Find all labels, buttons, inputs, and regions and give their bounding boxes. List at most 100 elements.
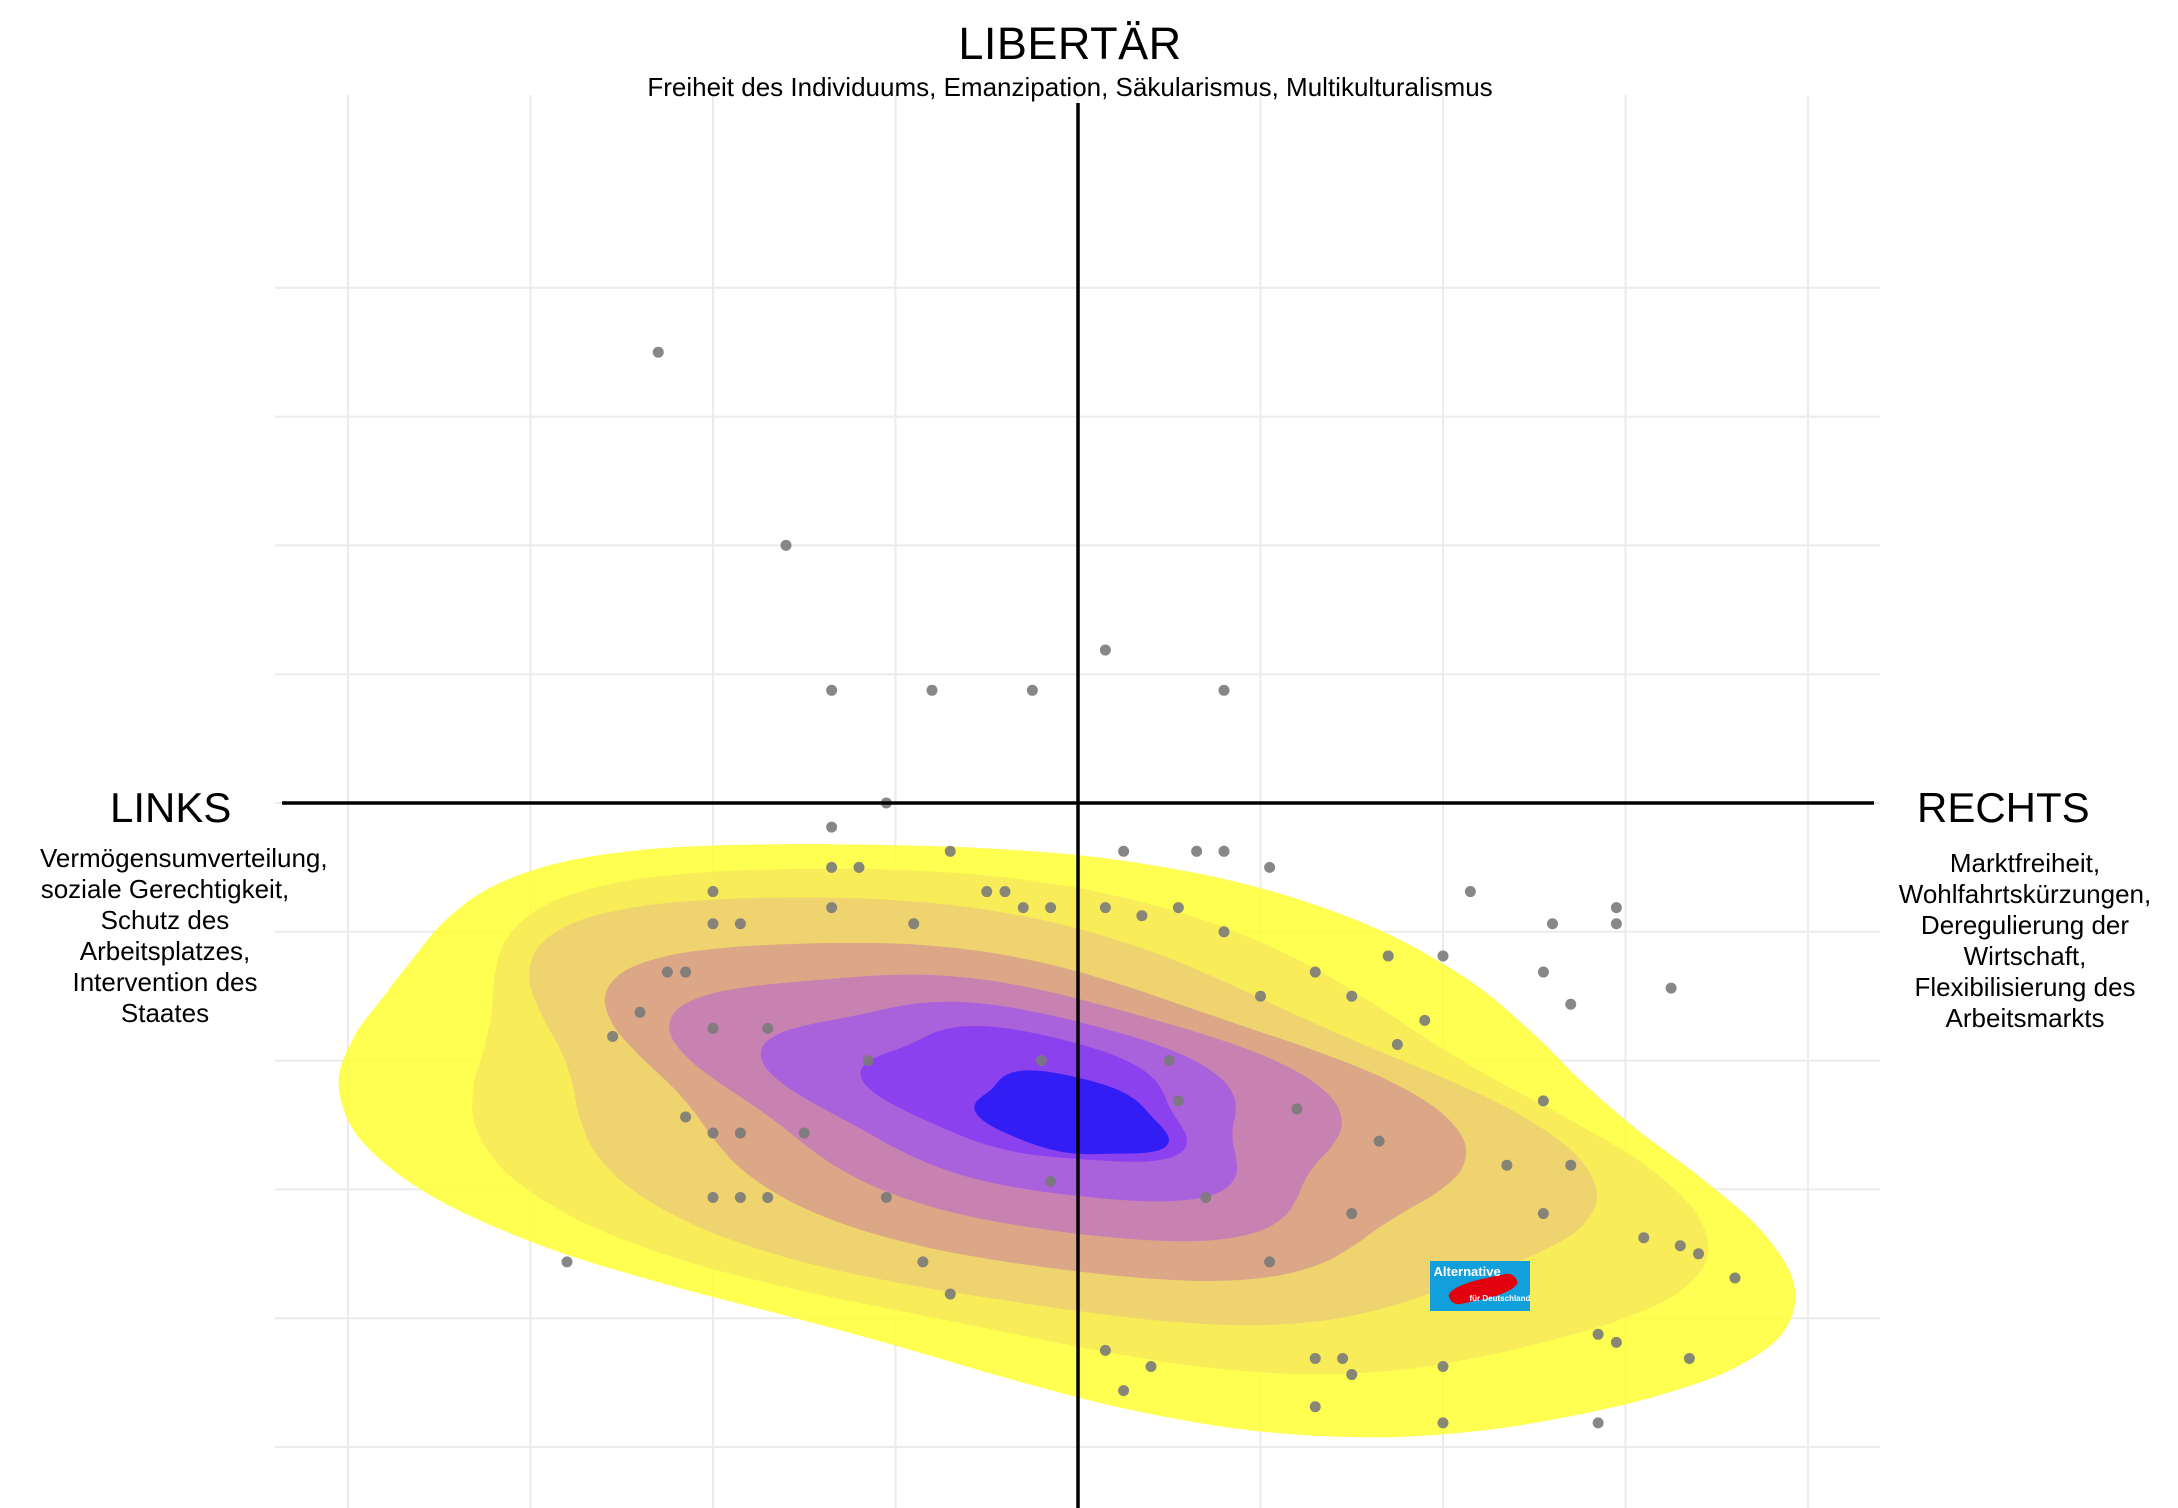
data-point: [1218, 684, 1230, 696]
data-point: [1464, 886, 1476, 898]
data-point: [1537, 1208, 1549, 1220]
data-point: [1537, 1095, 1549, 1107]
data-point: [1674, 1240, 1686, 1252]
data-point: [734, 1127, 746, 1139]
right-axis-description: Marktfreiheit, Wohlfahrtskürzungen, Dere…: [1898, 848, 2152, 1033]
data-point: [680, 1111, 692, 1123]
data-point: [634, 1006, 646, 1018]
data-point: [826, 821, 838, 833]
data-point: [1382, 950, 1394, 962]
data-point: [1291, 1103, 1303, 1115]
data-point: [1565, 998, 1577, 1010]
data-point: [1665, 982, 1677, 994]
data-point: [1501, 1159, 1513, 1171]
data-point: [1163, 1055, 1175, 1067]
data-point: [1565, 1159, 1577, 1171]
data-point: [1693, 1248, 1704, 1260]
data-point: [762, 1191, 774, 1203]
data-point: [707, 918, 719, 930]
data-point: [862, 1055, 874, 1067]
data-point: [1638, 1232, 1650, 1244]
data-point: [1118, 1385, 1130, 1397]
data-point: [1045, 1175, 1057, 1187]
data-point: [1255, 990, 1266, 1002]
data-point: [1683, 1352, 1695, 1364]
data-point: [1099, 644, 1111, 656]
data-point: [1218, 926, 1230, 938]
data-point: [1118, 845, 1130, 857]
data-point: [707, 1127, 719, 1139]
data-point: [1437, 1417, 1449, 1429]
data-point: [1309, 1401, 1321, 1413]
data-point: [826, 902, 838, 914]
data-point: [661, 966, 673, 978]
data-point: [707, 1022, 719, 1034]
data-point: [1729, 1272, 1741, 1284]
data-point: [780, 539, 792, 551]
data-point: [561, 1256, 573, 1268]
data-point: [944, 845, 956, 857]
data-point: [1026, 684, 1038, 696]
data-point: [1346, 1369, 1358, 1381]
data-point: [1099, 1344, 1111, 1356]
data-point: [707, 1191, 719, 1203]
data-point: [1191, 845, 1203, 857]
data-point: [1437, 950, 1449, 962]
data-point: [1537, 966, 1549, 978]
data-point: [826, 861, 838, 873]
density-contours: [338, 844, 1796, 1438]
data-point: [734, 918, 746, 930]
data-point: [1017, 902, 1029, 914]
logo-text-sub: für Deutschland: [1469, 1294, 1530, 1303]
data-point: [880, 1191, 892, 1203]
data-point: [734, 1191, 746, 1203]
data-point: [1045, 902, 1057, 914]
data-point: [1136, 910, 1148, 922]
data-point: [944, 1288, 956, 1300]
data-point: [826, 684, 838, 696]
data-point: [1218, 845, 1230, 857]
data-point: [1264, 1256, 1276, 1268]
density-level-8: [974, 1070, 1169, 1155]
data-point: [1172, 902, 1184, 914]
data-point: [853, 861, 865, 873]
data-point: [1610, 902, 1622, 914]
data-point: [1592, 1328, 1604, 1340]
data-point: [1610, 1336, 1622, 1348]
data-point: [798, 1127, 810, 1139]
data-point: [917, 1256, 929, 1268]
logo-text-main: Alternative: [1433, 1264, 1501, 1279]
data-point: [762, 1022, 774, 1034]
data-point: [1264, 861, 1276, 873]
data-point: [652, 346, 664, 358]
data-point: [680, 966, 692, 978]
chart-subtitle: Freiheit des Individuums, Emanzipation, …: [647, 72, 1493, 102]
data-point: [1200, 1191, 1212, 1203]
data-point: [1391, 1039, 1403, 1050]
chart-title: LIBERTÄR: [958, 18, 1182, 69]
data-point: [1547, 918, 1558, 930]
data-points: [561, 346, 1741, 1429]
data-point: [1099, 902, 1111, 914]
data-point: [1172, 1095, 1184, 1107]
data-point: [707, 886, 719, 898]
data-point: [1346, 1208, 1358, 1220]
data-point: [1373, 1135, 1385, 1147]
party-logo-marker: Alternative für Deutschland: [1429, 1261, 1530, 1311]
right-axis-label: RECHTS: [1917, 784, 2090, 831]
data-point: [1309, 1352, 1321, 1364]
data-point: [1145, 1361, 1157, 1372]
data-point: [908, 918, 920, 930]
data-point: [1437, 1361, 1449, 1372]
data-point: [1419, 1014, 1431, 1026]
data-point: [999, 886, 1011, 898]
data-point: [1337, 1352, 1349, 1364]
left-axis-label: LINKS: [110, 784, 232, 831]
data-point: [926, 684, 938, 696]
data-point: [1346, 990, 1358, 1002]
data-point: [1592, 1417, 1604, 1429]
data-point: [981, 886, 993, 898]
axes: [282, 103, 1874, 1508]
data-point: [607, 1030, 619, 1042]
